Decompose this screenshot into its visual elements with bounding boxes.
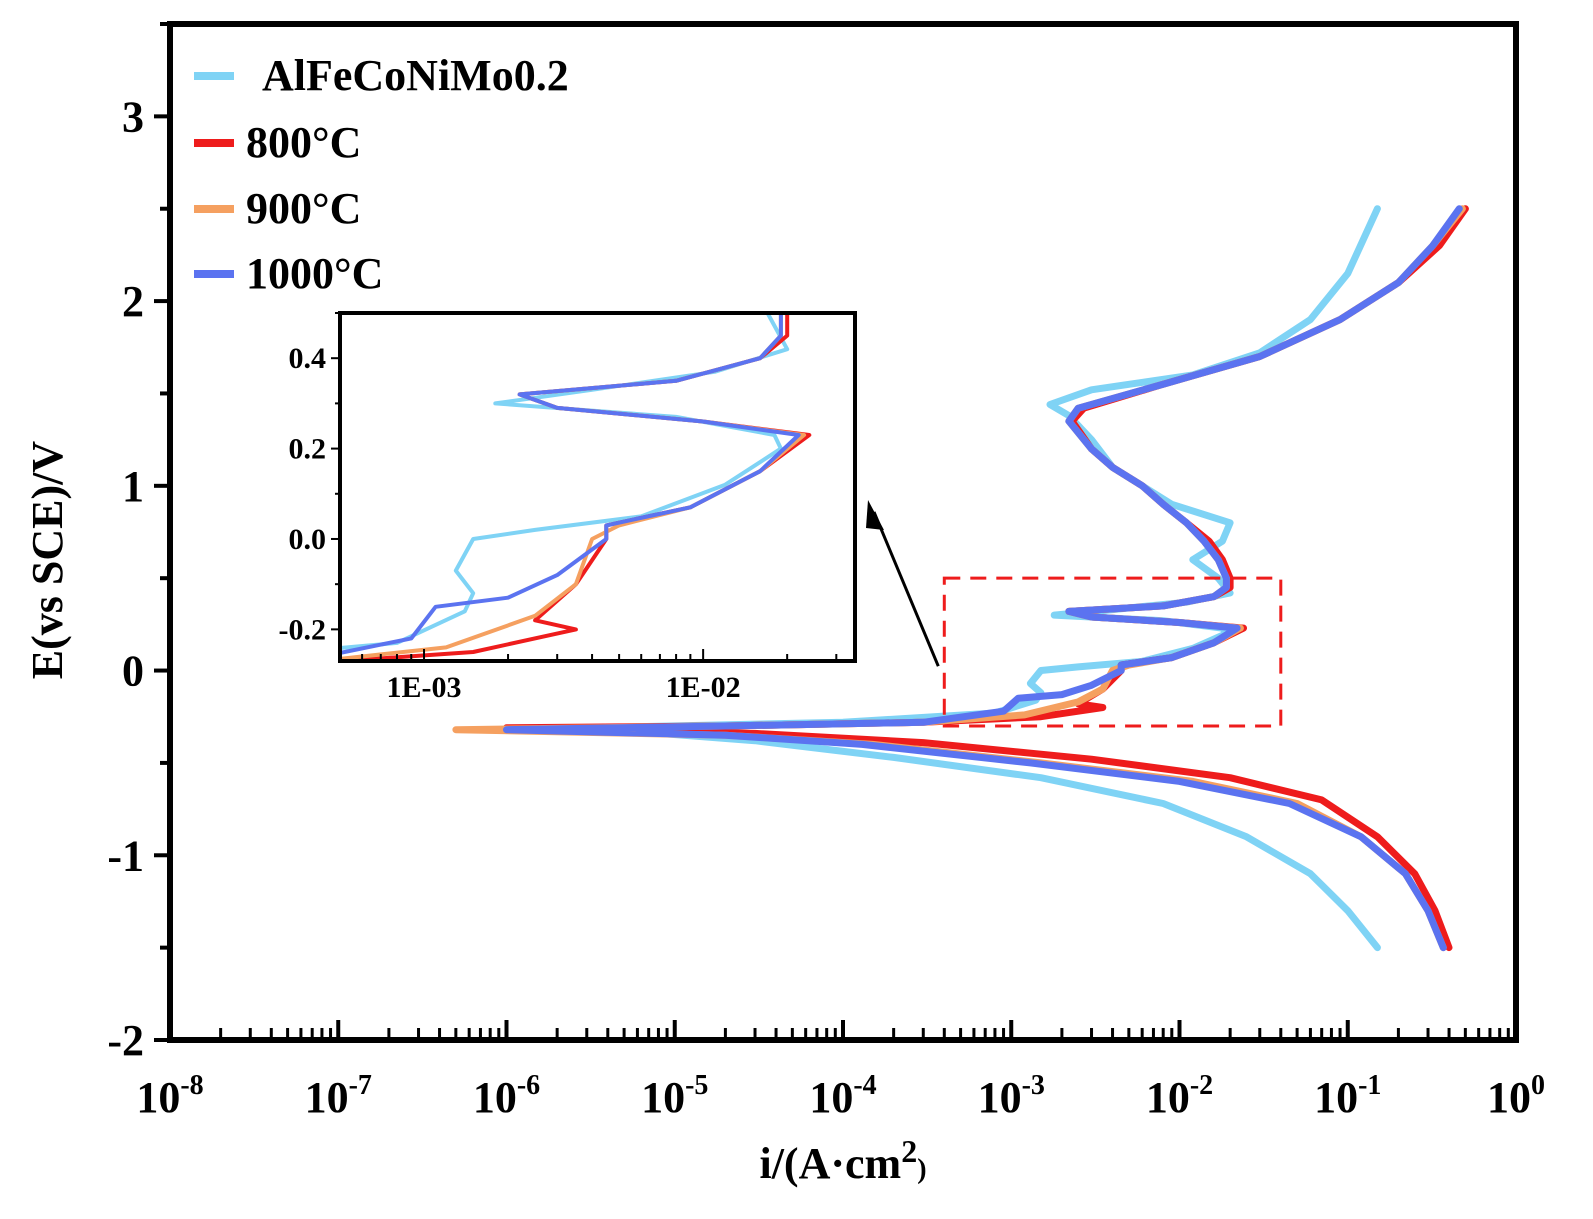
y-tick-label: -1 <box>107 831 144 880</box>
zoom-arrow-head <box>866 500 884 530</box>
y-tick-label: 3 <box>122 92 144 141</box>
x-tick-label: 10-8 <box>136 1070 203 1122</box>
zoom-arrow-line <box>872 511 940 667</box>
x-tick-label: 10-1 <box>1314 1070 1381 1122</box>
inset-y-tick-label: -0.2 <box>279 613 327 646</box>
zoom-box <box>942 576 1283 728</box>
inset-series-line-3 <box>340 313 801 655</box>
inset-y-tick-label: 0.0 <box>289 523 327 556</box>
legend-label-1: 800°C <box>246 118 361 167</box>
legend-label-3: 1000°C <box>246 249 383 298</box>
legend-label-2: 900°C <box>246 184 361 233</box>
y-tick-label: 0 <box>122 647 144 696</box>
x-tick-label: 10-4 <box>809 1070 876 1122</box>
inset-series <box>340 313 812 661</box>
inset-background <box>340 313 855 661</box>
y-tick-label: 1 <box>122 462 144 511</box>
inset-y-tick-label: 0.2 <box>289 433 327 466</box>
x-tick-label: 100 <box>1487 1070 1545 1122</box>
inset-x-tick-label: 1E-02 <box>666 671 741 704</box>
x-axis-title: i/(A·cm2) <box>759 1133 926 1188</box>
x-tick-label: 10-2 <box>1146 1070 1213 1122</box>
inset-y-tick-label: 0.4 <box>289 342 327 375</box>
y-tick-label: -2 <box>107 1016 144 1065</box>
x-tick-label: 10-5 <box>641 1070 708 1122</box>
inset-x-tick-label: 1E-03 <box>387 671 462 704</box>
y-tick-label: 2 <box>122 277 144 326</box>
x-tick-label: 10-7 <box>305 1070 372 1122</box>
legend-label-0: AlFeCoNiMo0.2 <box>262 51 569 100</box>
y-axis-title: E(vs SCE)/V <box>23 441 72 680</box>
x-tick-label: 10-3 <box>978 1070 1045 1122</box>
inset-frame <box>338 311 857 663</box>
x-tick-label: 10-6 <box>473 1070 540 1122</box>
series-line-3 <box>503 205 1463 952</box>
